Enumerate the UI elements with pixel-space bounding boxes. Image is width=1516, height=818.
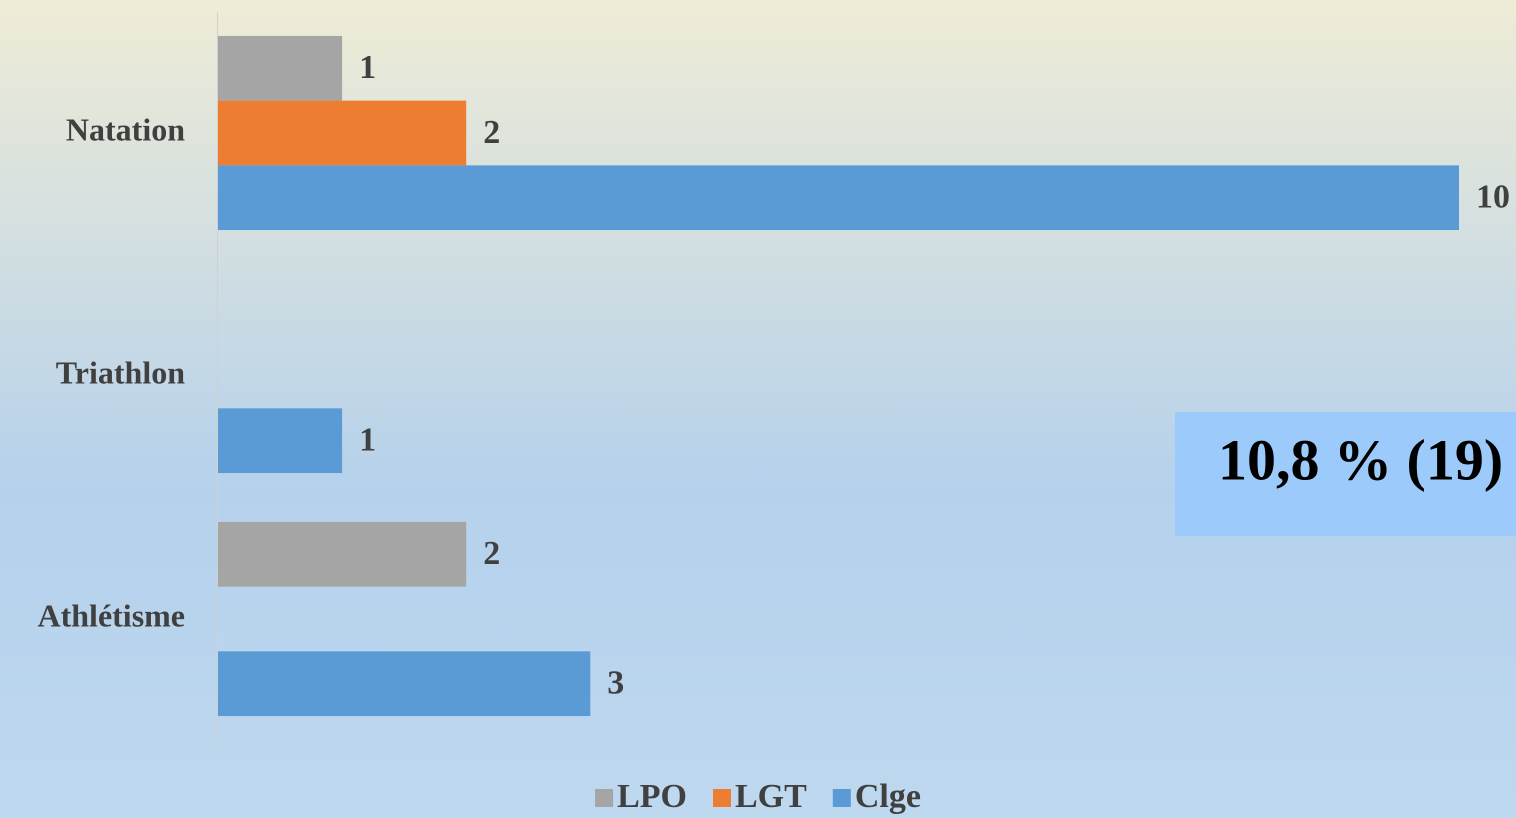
- bar: [218, 100, 467, 166]
- value-label: 1: [359, 49, 376, 86]
- legend-label: Clge: [855, 778, 921, 815]
- value-label: 1: [359, 421, 376, 458]
- legend-label: LPO: [617, 778, 687, 815]
- value-label: 2: [483, 114, 500, 151]
- bar: [218, 408, 343, 474]
- legend-swatch: [595, 789, 614, 807]
- legend-swatch: [832, 789, 851, 807]
- bar: [218, 521, 467, 587]
- annotation-box: [1175, 412, 1516, 536]
- value-label: 3: [607, 664, 624, 701]
- bar: [218, 165, 1459, 231]
- y-tick-label: Triathlon: [56, 354, 185, 390]
- value-label: 2: [483, 535, 500, 572]
- legend-label: LGT: [735, 778, 807, 815]
- bar: [218, 35, 343, 101]
- value-label: 10: [1476, 178, 1510, 215]
- y-tick-label: Natation: [66, 111, 185, 147]
- y-tick-label: Athlétisme: [37, 597, 185, 633]
- bar: [218, 651, 591, 717]
- legend-swatch: [713, 789, 731, 807]
- annotation: 10,8 % (19): [1218, 427, 1503, 492]
